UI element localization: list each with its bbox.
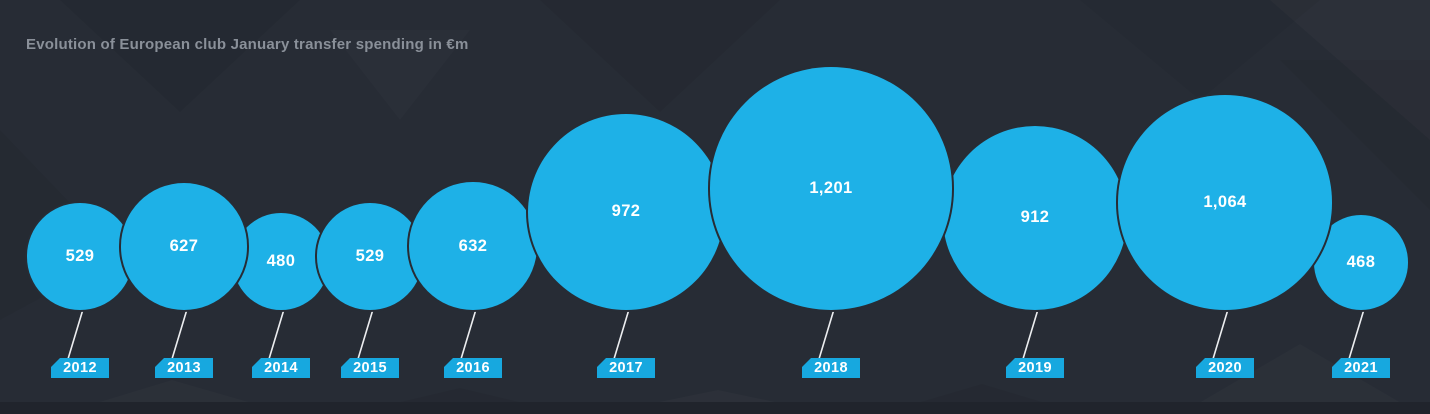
bubble-2017[interactable]: 972 (527, 113, 725, 310)
bubble-2016[interactable]: 632 (409, 182, 537, 310)
bubble-2020[interactable]: 1,064 (1117, 95, 1333, 310)
bubble-value-label: 627 (169, 237, 199, 256)
year-tag-2013: 2013 (155, 358, 213, 378)
footer-band (0, 402, 1430, 414)
connector-line (1212, 305, 1230, 360)
year-tag-2021: 2021 (1332, 358, 1390, 378)
connector-line (1348, 305, 1366, 360)
connector-line (613, 305, 631, 360)
connector-line (171, 305, 189, 360)
year-tag-2012: 2012 (51, 358, 109, 378)
year-tag-2019: 2019 (1006, 358, 1064, 378)
bubble-2019[interactable]: 912 (942, 125, 1128, 310)
bubble-2021[interactable]: 468 (1313, 215, 1409, 310)
bubble-2013[interactable]: 627 (120, 183, 248, 310)
bubble-2015[interactable]: 529 (316, 203, 424, 310)
connector-line (357, 305, 375, 360)
connector-line (1022, 305, 1040, 360)
connector-line (460, 305, 478, 360)
connector-line (67, 305, 85, 360)
bubble-2012[interactable]: 529 (26, 203, 134, 310)
year-tag-2014: 2014 (252, 358, 310, 378)
connector-line (818, 305, 836, 360)
year-tag-2016: 2016 (444, 358, 502, 378)
bubble-value-label: 1,064 (1203, 193, 1247, 212)
bubble-value-label: 972 (611, 202, 641, 221)
chart-title: Evolution of European club January trans… (26, 36, 469, 53)
year-tag-2017: 2017 (597, 358, 655, 378)
bubble-value-label: 529 (355, 247, 385, 266)
bubble-2018[interactable]: 1,201 (709, 67, 953, 310)
bubble-value-label: 912 (1020, 208, 1050, 227)
bubble-value-label: 468 (1346, 253, 1376, 272)
connector-line (268, 305, 286, 360)
year-tag-2018: 2018 (802, 358, 860, 378)
bubble-2014[interactable]: 480 (232, 213, 330, 310)
bubble-value-label: 480 (266, 252, 296, 270)
bubble-value-label: 1,201 (809, 179, 853, 198)
year-tag-2020: 2020 (1196, 358, 1254, 378)
bubble-value-label: 529 (65, 247, 95, 266)
year-tag-2015: 2015 (341, 358, 399, 378)
bubble-value-label: 632 (458, 236, 488, 255)
